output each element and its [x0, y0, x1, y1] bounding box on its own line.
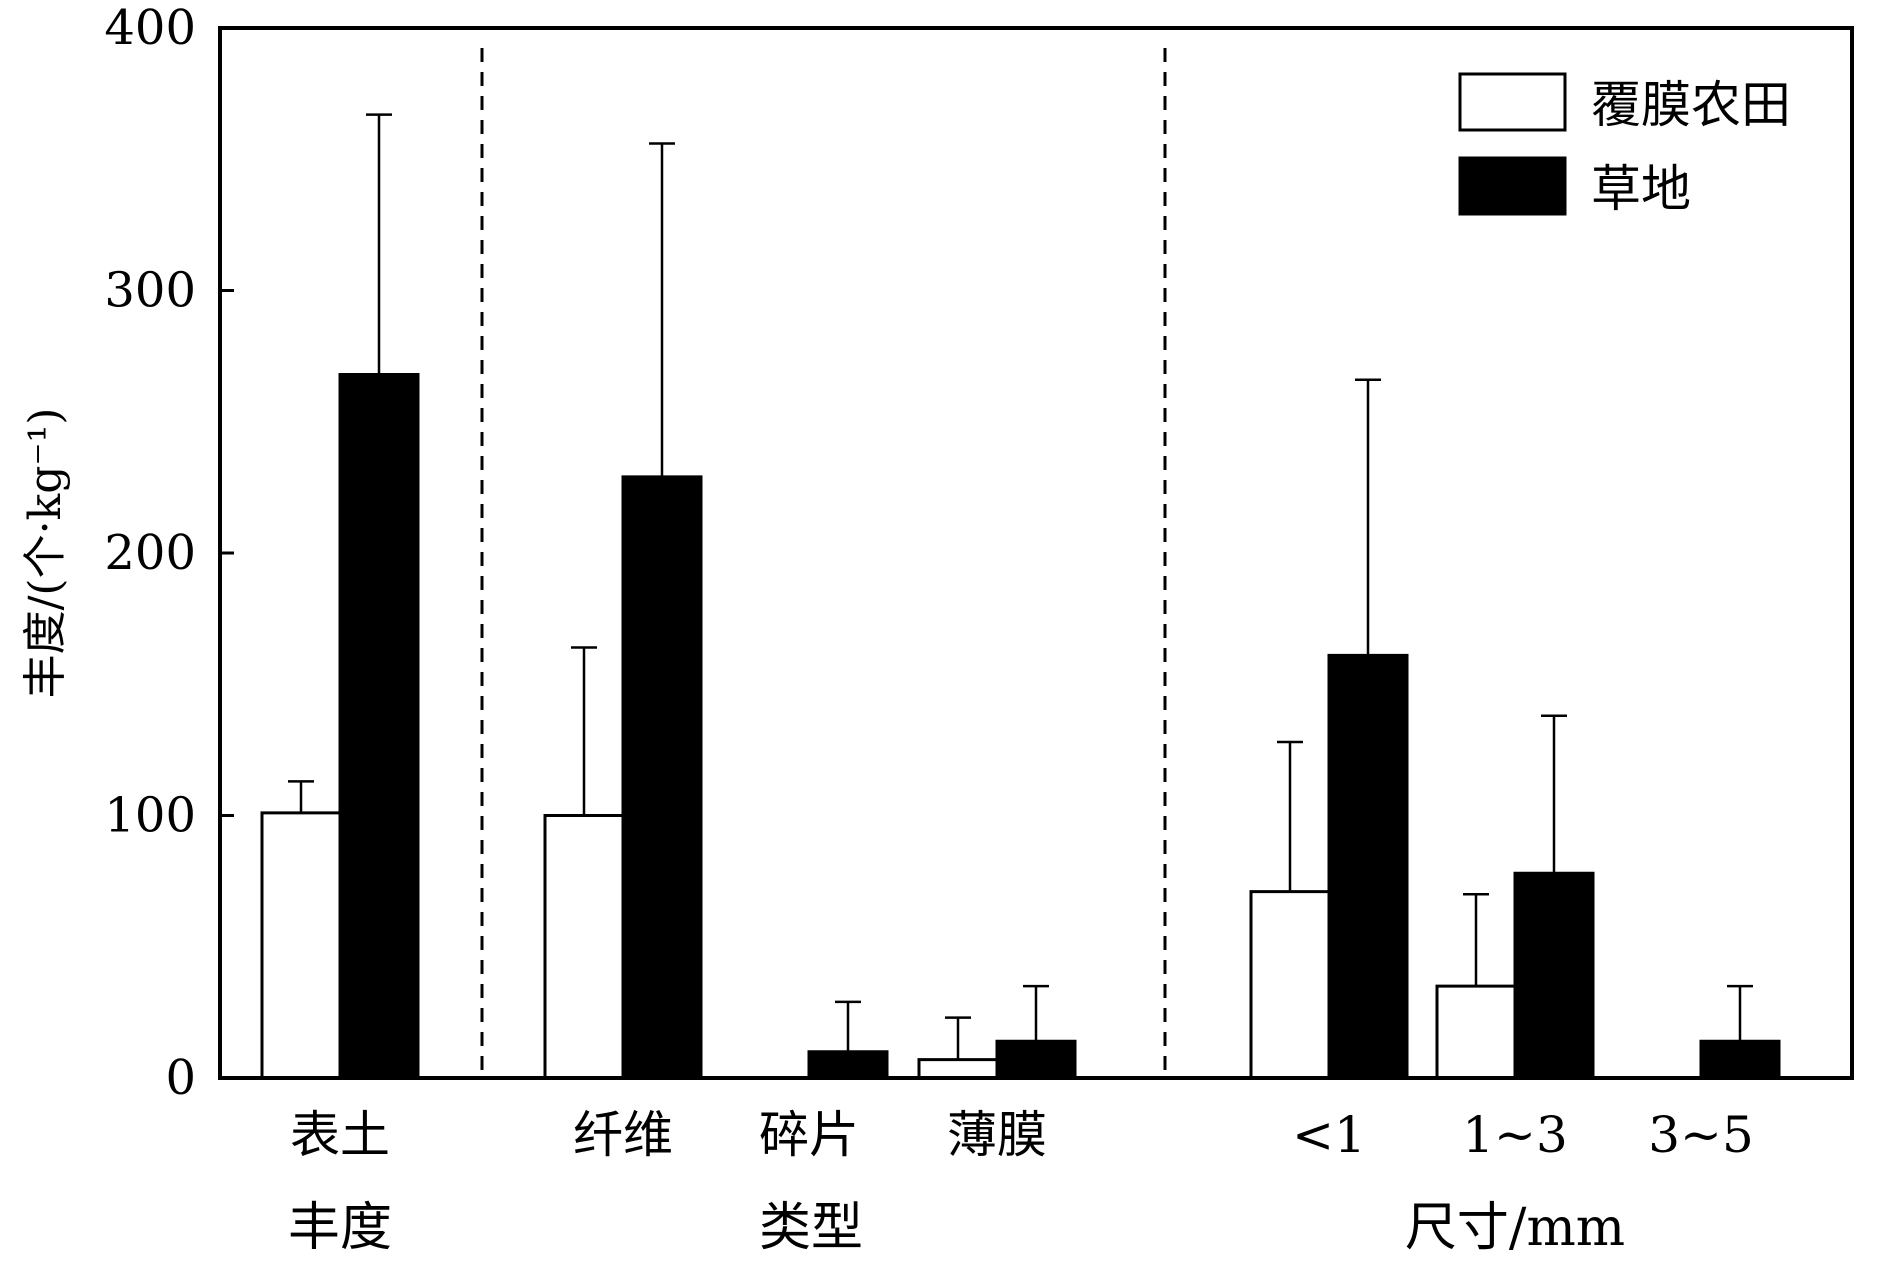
bar-mulched-farmland-4	[1249, 890, 1331, 1080]
legend-swatch-0	[1458, 72, 1567, 132]
category-label: 3~5	[1648, 1106, 1754, 1164]
y-tick-label: 200	[104, 525, 196, 581]
bar-mulched-farmland-1	[543, 814, 625, 1080]
bar-mulched-farmland-5	[1435, 984, 1517, 1080]
y-tick-label: 0	[165, 1050, 196, 1106]
bar-mulched-farmland-0	[260, 811, 342, 1080]
bar-grassland-2	[807, 1050, 889, 1080]
bar-grassland-6	[1699, 1039, 1781, 1080]
category-label: <1	[1292, 1106, 1366, 1164]
category-label: 纤维	[573, 1106, 673, 1164]
bar-grassland-1	[621, 475, 703, 1080]
y-tick-label: 400	[104, 0, 196, 56]
group-label: 类型	[759, 1198, 863, 1258]
bar-mulched-farmland-3	[917, 1058, 999, 1080]
category-label: 表土	[290, 1106, 390, 1164]
bar-grassland-5	[1513, 871, 1595, 1080]
group-label: 丰度	[288, 1198, 392, 1258]
y-tick-label: 100	[104, 788, 196, 844]
bar-grassland-3	[995, 1039, 1077, 1080]
bar-grassland-4	[1327, 653, 1409, 1080]
category-label: 薄膜	[947, 1106, 1047, 1164]
bar-grassland-0	[338, 373, 420, 1080]
legend-swatch-1	[1458, 156, 1567, 216]
group-label: 尺寸/mm	[1405, 1198, 1625, 1258]
legend-label: 覆膜农田	[1591, 76, 1791, 134]
category-label: 碎片	[759, 1106, 859, 1164]
y-tick-label: 300	[104, 263, 196, 319]
legend-label: 草地	[1591, 160, 1691, 218]
y-axis-label: 丰度/(个·kg⁻¹)	[20, 408, 71, 699]
category-label: 1~3	[1462, 1106, 1568, 1164]
